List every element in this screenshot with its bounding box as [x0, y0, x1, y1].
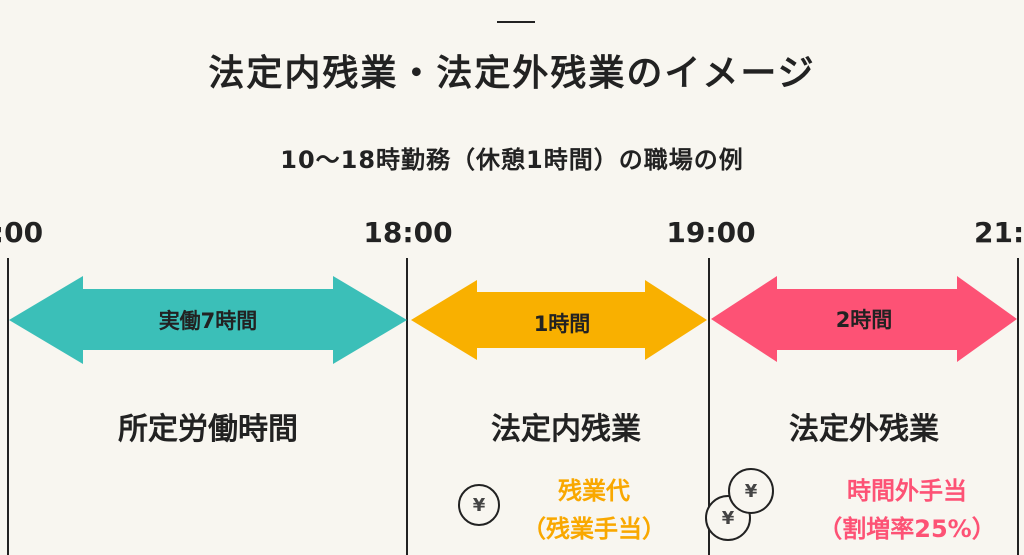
category-scheduled-hours: 所定労働時間: [118, 412, 298, 447]
time-label-18: 18:00: [363, 216, 453, 249]
time-label-19: 19:00: [666, 216, 756, 249]
category-extra-overtime: 法定外残業: [789, 412, 939, 447]
arrow-label-extra-overtime: 2時間: [835, 308, 893, 332]
arrow-label-working: 実働7時間: [158, 309, 258, 333]
timeline-divider: [1017, 258, 1019, 555]
arrow-label-legal-overtime: 1時間: [533, 312, 591, 336]
pay-inner-line2: （残業手当）: [522, 515, 666, 543]
subtitle: 10〜18時勤務（休憩1時間）の職場の例: [280, 146, 744, 174]
yen-coin-icon: ¥: [728, 468, 774, 514]
arrow-working-hours: [9, 276, 407, 364]
page-title: 法定内残業・法定外残業のイメージ: [208, 53, 816, 94]
timeline-divider: [406, 258, 408, 555]
pay-inner-line1: 残業代: [558, 477, 630, 505]
category-legal-overtime: 法定内残業: [491, 412, 641, 447]
time-label-21: 21:0: [974, 216, 1024, 249]
timeline-divider: [708, 258, 710, 555]
arrow-legal-overtime: [411, 280, 707, 360]
timeline-divider: [7, 258, 9, 555]
pay-outer-overtime: 時間外手当 （割増率25%）: [812, 472, 1002, 548]
pay-outer-line2: （割増率25%）: [818, 515, 996, 543]
yen-coin-icon: ¥: [458, 484, 500, 526]
pay-outer-line1: 時間外手当: [847, 477, 967, 505]
arrow-extra-overtime: [711, 276, 1017, 362]
title-decoration-line: [497, 21, 535, 23]
pay-inner-overtime: 残業代 （残業手当）: [514, 472, 674, 548]
time-label-start: :00: [0, 216, 44, 249]
